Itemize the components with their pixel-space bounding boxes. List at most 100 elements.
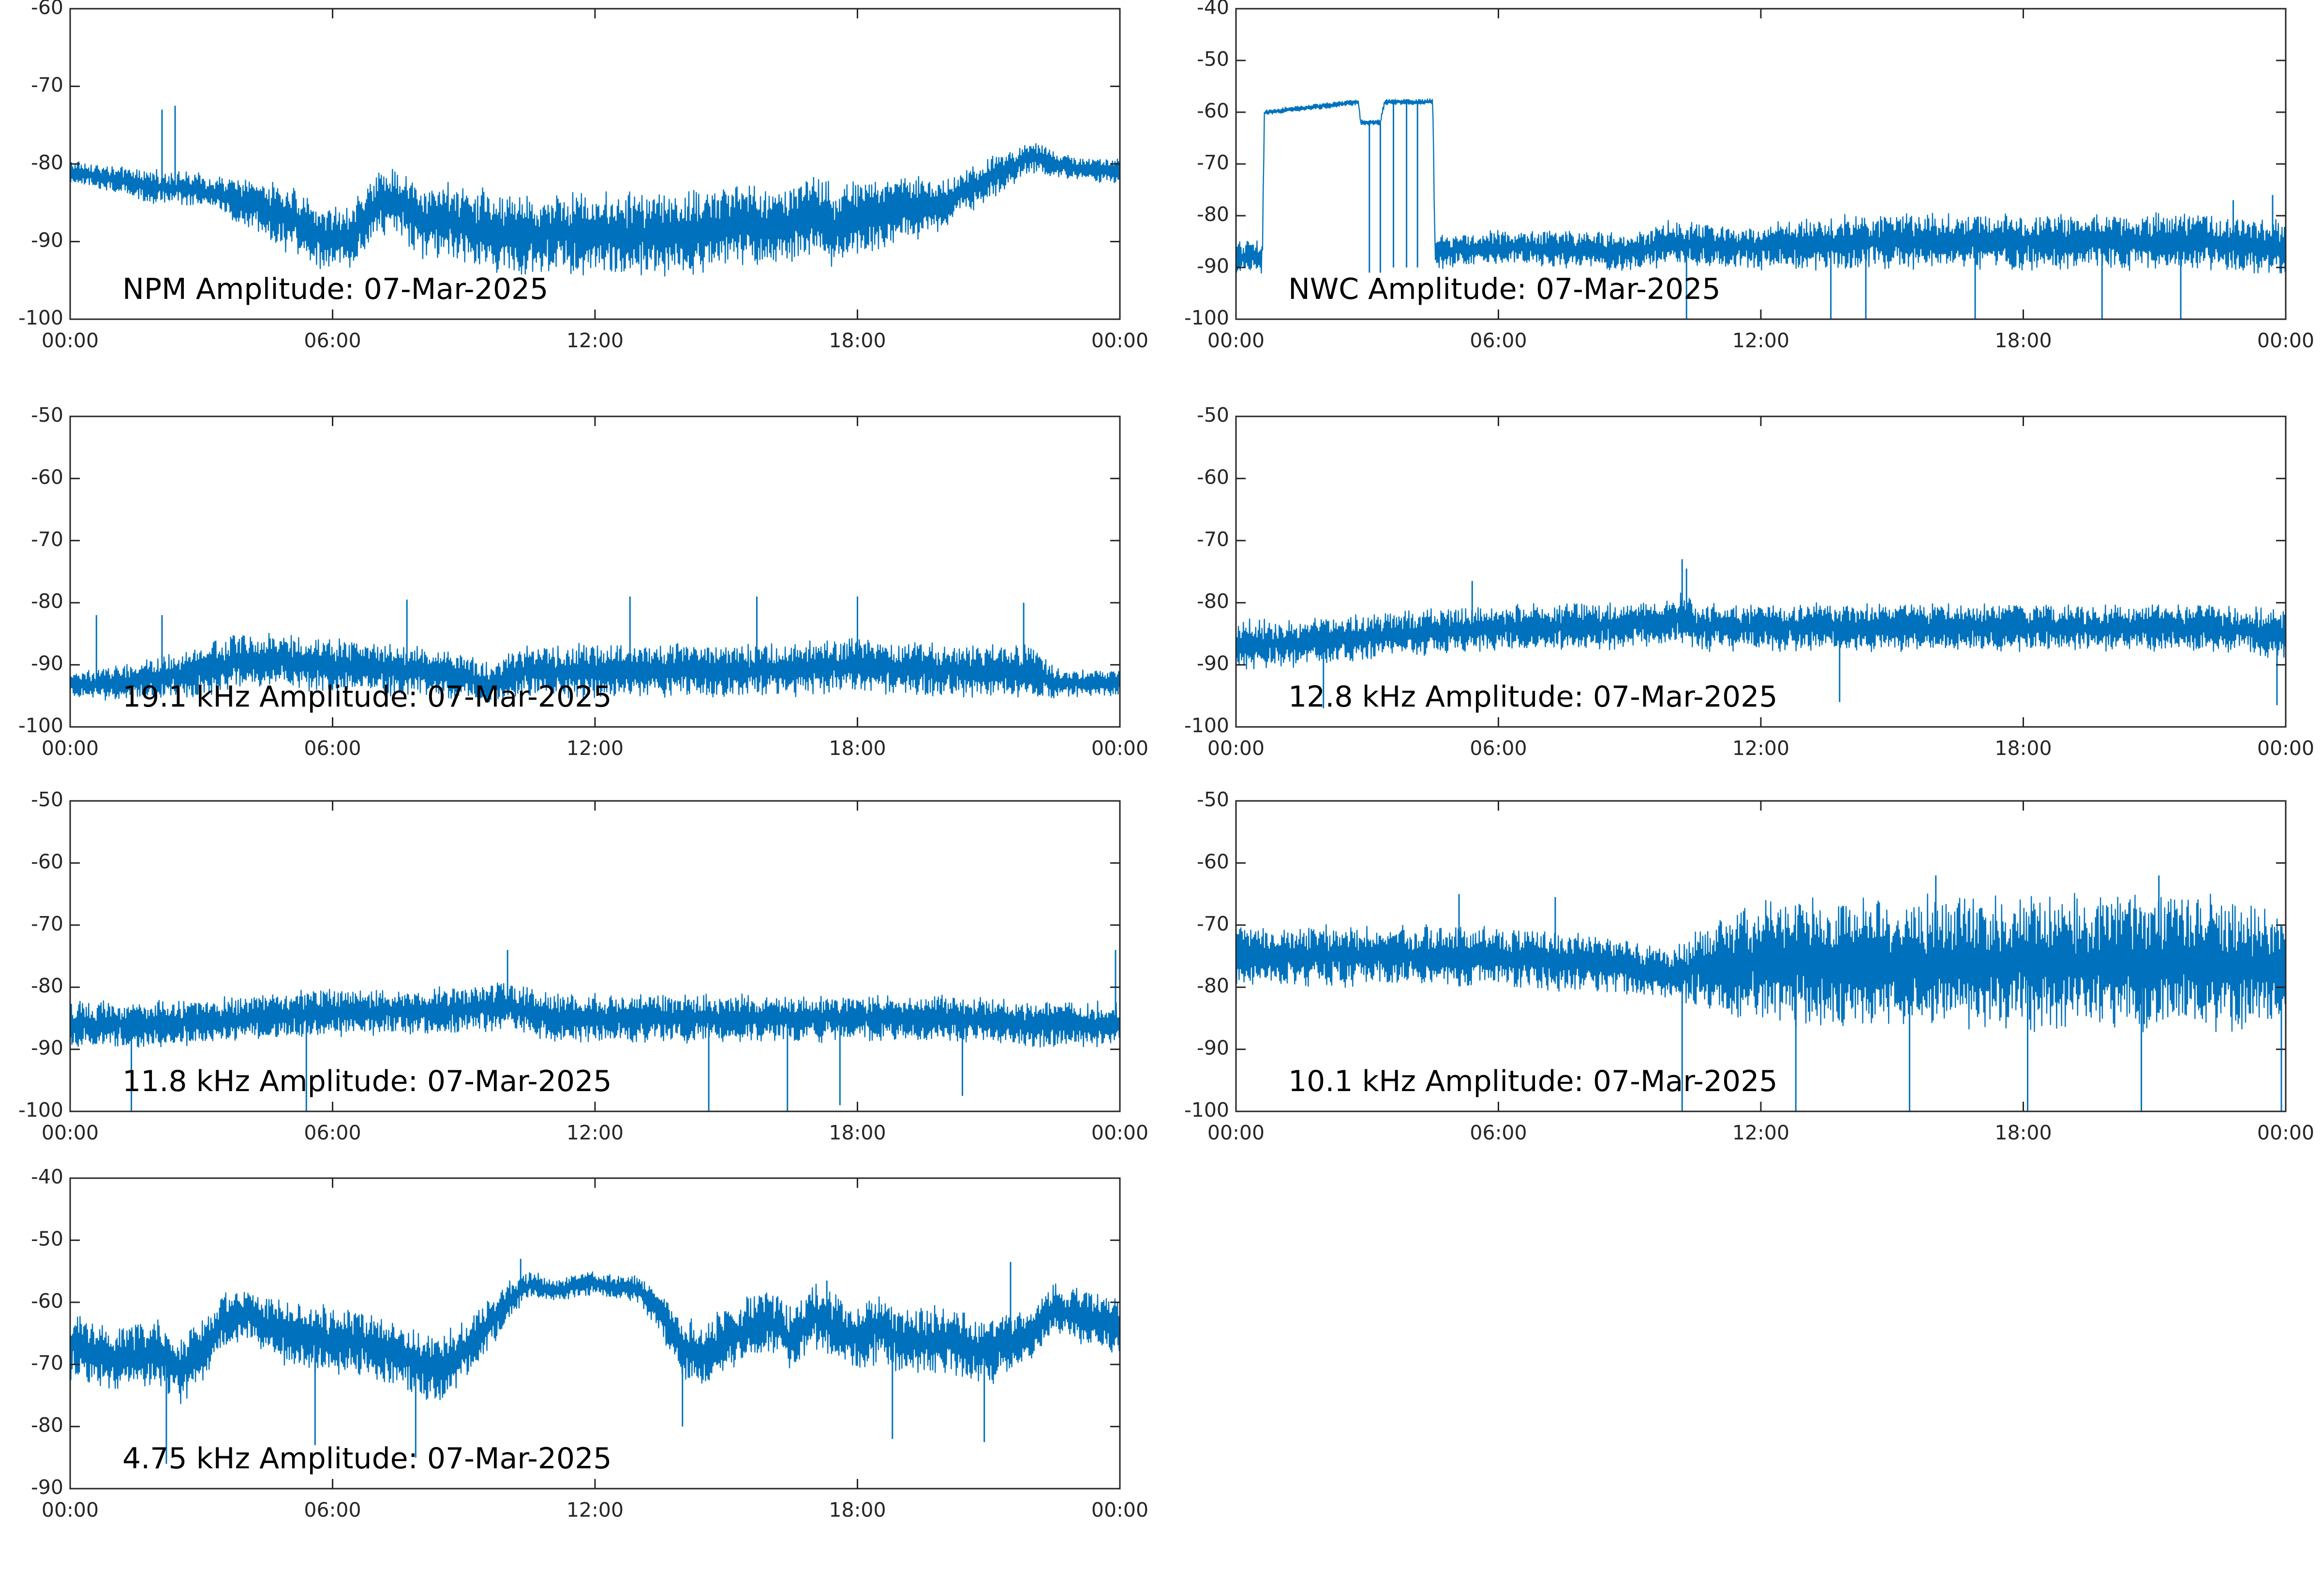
- y-tick-label: -90: [31, 1036, 63, 1060]
- panel-annotation: 12.8 kHz Amplitude: 07-Mar-2025: [1288, 680, 1778, 714]
- x-tick-label: 18:00: [1995, 1121, 2052, 1144]
- panel-grid: -100 -90 -80 -70 -60 00:00 06:00 12:00 18:00 00:0…: [18, 0, 2314, 1522]
- y-tick-label: -60: [1197, 465, 1229, 488]
- y-tick-label: -50: [1197, 403, 1229, 427]
- chart-panel: -100 -90 -80 -70 -60 -50 00:00 06:00 12:00 18:00 0…: [18, 403, 1148, 760]
- x-tick-label: 00:00: [42, 1498, 99, 1522]
- y-tick-label: -100: [1184, 1098, 1229, 1122]
- y-tick-label: -50: [1197, 788, 1229, 811]
- x-tick-label: 00:00: [42, 1121, 99, 1144]
- x-tick-label: 06:00: [1470, 329, 1527, 352]
- amplitude-trace: [70, 1271, 1120, 1404]
- amplitude-trace: [1236, 98, 2286, 274]
- x-tick-label: 06:00: [304, 1498, 361, 1522]
- x-tick-label: 06:00: [304, 1121, 361, 1144]
- x-tick-label: 06:00: [304, 329, 361, 352]
- y-tick-label: -70: [31, 528, 63, 551]
- x-tick-label: 12:00: [566, 737, 624, 760]
- x-tick-label: 00:00: [1207, 1121, 1265, 1144]
- y-tick-label: -50: [1197, 47, 1229, 71]
- amplitude-trace: [1236, 893, 2286, 1033]
- panel-annotation: 10.1 kHz Amplitude: 07-Mar-2025: [1288, 1064, 1778, 1098]
- y-tick-label: -50: [31, 1227, 63, 1250]
- x-tick-label: 18:00: [1995, 737, 2052, 760]
- chart-panel: -90 -80 -70 -60 -50 -40 00:00 06:00 12:00 18:00 00…: [31, 1165, 1148, 1522]
- x-tick-label: 00:00: [42, 329, 99, 352]
- y-tick-label: -60: [31, 0, 63, 19]
- y-tick-label: -90: [31, 652, 63, 675]
- x-tick-label: 18:00: [829, 1121, 886, 1144]
- x-tick-label: 06:00: [304, 737, 361, 760]
- y-tick-label: -100: [18, 1098, 63, 1122]
- amplitude-trace: [70, 143, 1120, 277]
- x-tick-label: 00:00: [2257, 1121, 2314, 1144]
- y-tick-label: -60: [31, 1289, 63, 1313]
- panel-annotation: 4.75 kHz Amplitude: 07-Mar-2025: [122, 1442, 612, 1476]
- x-tick-label: 00:00: [1207, 329, 1265, 352]
- x-tick-label: 18:00: [1995, 329, 2052, 352]
- y-tick-label: -50: [31, 403, 63, 427]
- x-tick-label: 00:00: [1091, 1498, 1148, 1522]
- x-tick-label: 12:00: [566, 1121, 624, 1144]
- x-tick-label: 00:00: [1091, 737, 1148, 760]
- y-tick-label: -90: [1197, 254, 1229, 278]
- chart-panel: -100 -90 -80 -70 -60 -50 00:00 06:00 12:00 18:00 0…: [1184, 403, 2314, 760]
- y-tick-label: -50: [31, 788, 63, 811]
- y-tick-label: -40: [31, 1165, 63, 1188]
- panel-annotation: 19.1 kHz Amplitude: 07-Mar-2025: [122, 680, 612, 714]
- amplitude-trace: [70, 633, 1120, 702]
- x-tick-label: 12:00: [1732, 1121, 1789, 1144]
- x-tick-label: 00:00: [2257, 329, 2314, 352]
- x-tick-label: 12:00: [566, 329, 624, 352]
- y-tick-label: -100: [18, 714, 63, 737]
- y-tick-label: -80: [31, 974, 63, 997]
- y-tick-label: -80: [1197, 590, 1229, 613]
- y-tick-label: -90: [31, 229, 63, 252]
- y-tick-label: -70: [31, 74, 63, 97]
- x-tick-label: 00:00: [1091, 1121, 1148, 1144]
- x-tick-label: 12:00: [1732, 737, 1789, 760]
- chart-panel: -100 -90 -80 -70 -60 -50 -40 00:00 06:00 12:00 18:…: [1184, 0, 2314, 352]
- chart-panel: -100 -90 -80 -70 -60 -50 00:00 06:00 12:00 18:00 0…: [18, 788, 1148, 1144]
- x-tick-label: 12:00: [566, 1498, 624, 1522]
- panel-annotation: NPM Amplitude: 07-Mar-2025: [122, 272, 548, 306]
- x-tick-label: 18:00: [829, 737, 886, 760]
- x-tick-label: 00:00: [1091, 329, 1148, 352]
- y-tick-label: -80: [1197, 203, 1229, 226]
- y-tick-label: -70: [1197, 151, 1229, 174]
- y-tick-label: -60: [31, 850, 63, 873]
- y-tick-label: -70: [1197, 528, 1229, 551]
- chart-panel: -100 -90 -80 -70 -60 -50 00:00 06:00 12:00 18:00 0…: [1184, 788, 2314, 1144]
- x-tick-label: 12:00: [1732, 329, 1789, 352]
- x-tick-label: 18:00: [829, 329, 886, 352]
- y-tick-label: -100: [1184, 306, 1229, 329]
- y-tick-label: -80: [1197, 974, 1229, 997]
- y-tick-label: -90: [31, 1476, 63, 1499]
- panel-annotation: NWC Amplitude: 07-Mar-2025: [1288, 272, 1721, 306]
- y-tick-label: -70: [1197, 912, 1229, 935]
- y-tick-label: -90: [1197, 652, 1229, 675]
- chart-panel: -100 -90 -80 -70 -60 00:00 06:00 12:00 18:00 00:0…: [18, 0, 1148, 352]
- x-tick-label: 06:00: [1470, 737, 1527, 760]
- x-tick-label: 00:00: [2257, 737, 2314, 760]
- y-tick-label: -90: [1197, 1036, 1229, 1060]
- amplitude-trace: [70, 982, 1120, 1048]
- y-tick-label: -70: [31, 912, 63, 935]
- y-tick-label: -100: [18, 306, 63, 329]
- y-tick-label: -70: [31, 1351, 63, 1374]
- y-tick-label: -60: [1197, 99, 1229, 122]
- y-tick-label: -60: [31, 465, 63, 488]
- y-tick-label: -80: [31, 1414, 63, 1437]
- x-tick-label: 06:00: [1470, 1121, 1527, 1144]
- y-tick-label: -100: [1184, 714, 1229, 737]
- amplitude-trace: [1236, 592, 2286, 670]
- x-tick-label: 00:00: [42, 737, 99, 760]
- y-tick-label: -80: [31, 590, 63, 613]
- y-tick-label: -40: [1197, 0, 1229, 19]
- y-tick-label: -60: [1197, 850, 1229, 873]
- panel-annotation: 11.8 kHz Amplitude: 07-Mar-2025: [122, 1064, 612, 1098]
- x-tick-label: 00:00: [1207, 737, 1265, 760]
- x-tick-label: 18:00: [829, 1498, 886, 1522]
